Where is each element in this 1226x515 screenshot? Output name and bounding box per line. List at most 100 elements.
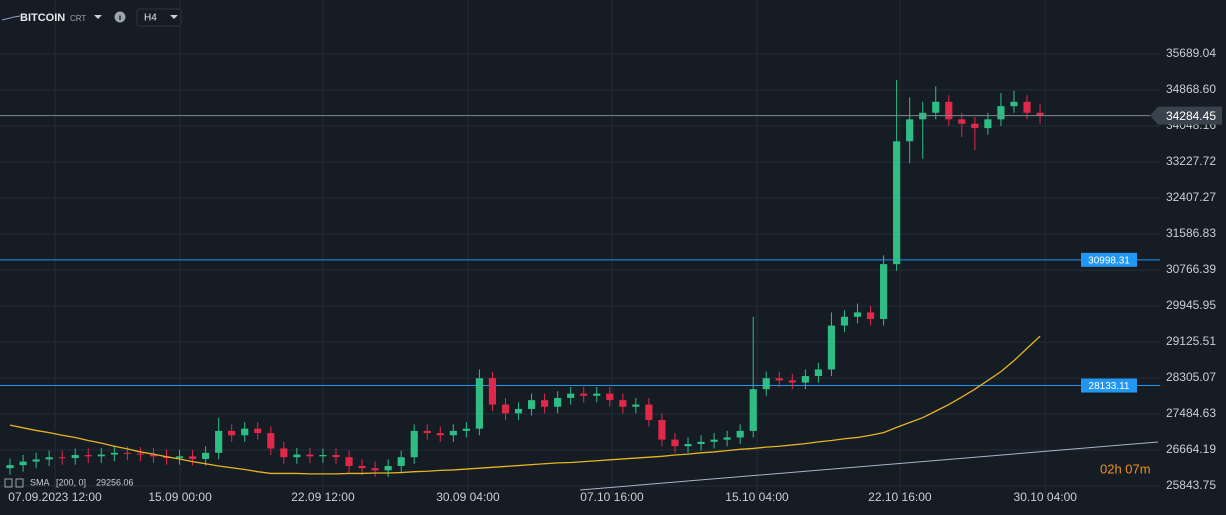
candle-body — [423, 430, 431, 434]
candle-body — [866, 312, 875, 319]
candle-body — [527, 400, 536, 409]
candle-body — [606, 393, 614, 401]
candle-body — [1010, 101, 1018, 107]
candle-body — [6, 465, 14, 469]
indicator-name: SMA — [30, 477, 50, 487]
candle-body — [567, 393, 575, 398]
x-tick-label: 30.10 04:00 — [1014, 490, 1078, 504]
candle-body — [410, 430, 418, 458]
candle-body — [801, 376, 809, 383]
timeframe-box[interactable] — [136, 8, 182, 27]
candle-body — [488, 378, 497, 405]
y-tick-label: 33227.72 — [1166, 154, 1216, 168]
y-tick-label: 26664.19 — [1166, 442, 1216, 456]
x-tick-label: 30.09 04:00 — [436, 490, 500, 504]
x-tick-label: 07.10 16:00 — [580, 490, 644, 504]
candle-body — [697, 441, 705, 445]
candle-body — [280, 448, 288, 458]
candle-body — [228, 430, 236, 436]
plot — [0, 79, 1160, 477]
candle-body — [254, 428, 262, 434]
candle-body — [332, 455, 340, 458]
timeframe: H4 — [144, 13, 157, 24]
symbol-type: CRT — [70, 14, 86, 23]
candle-body — [580, 393, 588, 396]
candle-body — [241, 428, 249, 436]
candle-body — [306, 454, 314, 457]
candle-body — [175, 456, 184, 459]
y-tick-label: 34868.60 — [1166, 82, 1216, 96]
symbol-name[interactable]: BITCOIN — [20, 12, 65, 24]
indicator-legend: SMA [200, 0] 29256.06 — [4, 477, 134, 488]
candle-body — [814, 369, 822, 377]
candle-body — [541, 400, 549, 407]
candle-body — [84, 455, 92, 457]
candle-body — [762, 378, 770, 390]
indicator-icon[interactable] — [4, 478, 13, 488]
candle-body — [293, 454, 301, 458]
candle-body — [958, 119, 966, 124]
candle-body — [32, 459, 40, 462]
candle-body — [1023, 101, 1031, 113]
candle-body — [736, 430, 744, 438]
y-tick-label: 35689.04 — [1166, 46, 1216, 60]
symbol-icon — [1, 15, 21, 21]
candle-body — [619, 400, 627, 407]
candle-body — [345, 457, 353, 466]
candle-body — [827, 325, 836, 370]
candle-body — [984, 119, 992, 129]
candle-body — [58, 457, 66, 459]
toolbar: BITCOIN CRT H4 — [1, 8, 182, 27]
candle-body — [658, 419, 666, 440]
candle-body — [449, 430, 457, 436]
candle-body — [684, 444, 692, 447]
candle-body — [97, 454, 105, 457]
candle-body — [475, 378, 483, 429]
indicator-value: 29256.06 — [96, 477, 134, 487]
candle-body — [110, 452, 118, 455]
candle-body — [384, 465, 392, 471]
x-tick-label: 07.09.2023 12:00 — [8, 490, 102, 504]
y-tick-label: 29945.95 — [1166, 298, 1216, 312]
candle-body — [840, 316, 849, 326]
candle-body — [632, 404, 640, 407]
candle-body — [267, 433, 275, 449]
candle-body — [202, 452, 210, 459]
candle-body — [149, 454, 158, 457]
level-label-box — [1081, 252, 1137, 267]
candle-body — [710, 439, 718, 442]
candle-body — [906, 119, 914, 142]
y-tick-label: 30766.39 — [1166, 262, 1216, 276]
y-tick-label: 25843.75 — [1166, 478, 1216, 492]
info-icon-mark — [119, 15, 121, 20]
symbol-dropdown[interactable] — [94, 15, 102, 19]
level-label-box — [1081, 378, 1137, 393]
candle-body — [501, 404, 510, 414]
x-tick-label: 15.09 00:00 — [148, 490, 212, 504]
x-tick-label: 22.09 12:00 — [291, 490, 355, 504]
candle-body — [775, 378, 783, 381]
candle-body — [45, 457, 53, 460]
grid — [0, 0, 1160, 495]
sma-line — [9, 335, 1041, 475]
x-tick-label: 15.10 04:00 — [725, 490, 789, 504]
candle-body — [71, 455, 79, 459]
indicator-icon[interactable] — [15, 478, 24, 488]
candle-body — [788, 380, 796, 383]
candle-body — [932, 101, 940, 113]
candle-body — [671, 439, 679, 447]
candle-body — [123, 452, 131, 454]
candle-body — [853, 312, 862, 317]
y-tick-label: 32407.27 — [1166, 190, 1216, 204]
trend-line — [579, 441, 1159, 491]
candle-body — [645, 404, 653, 420]
candle-body — [1036, 112, 1044, 116]
candle-body — [880, 264, 888, 319]
candle-body — [188, 456, 197, 459]
candle-body — [358, 465, 366, 469]
y-tick-label: 27484.63 — [1166, 406, 1216, 420]
y-tick-label: 28305.07 — [1166, 370, 1216, 384]
candle-body — [593, 393, 601, 396]
